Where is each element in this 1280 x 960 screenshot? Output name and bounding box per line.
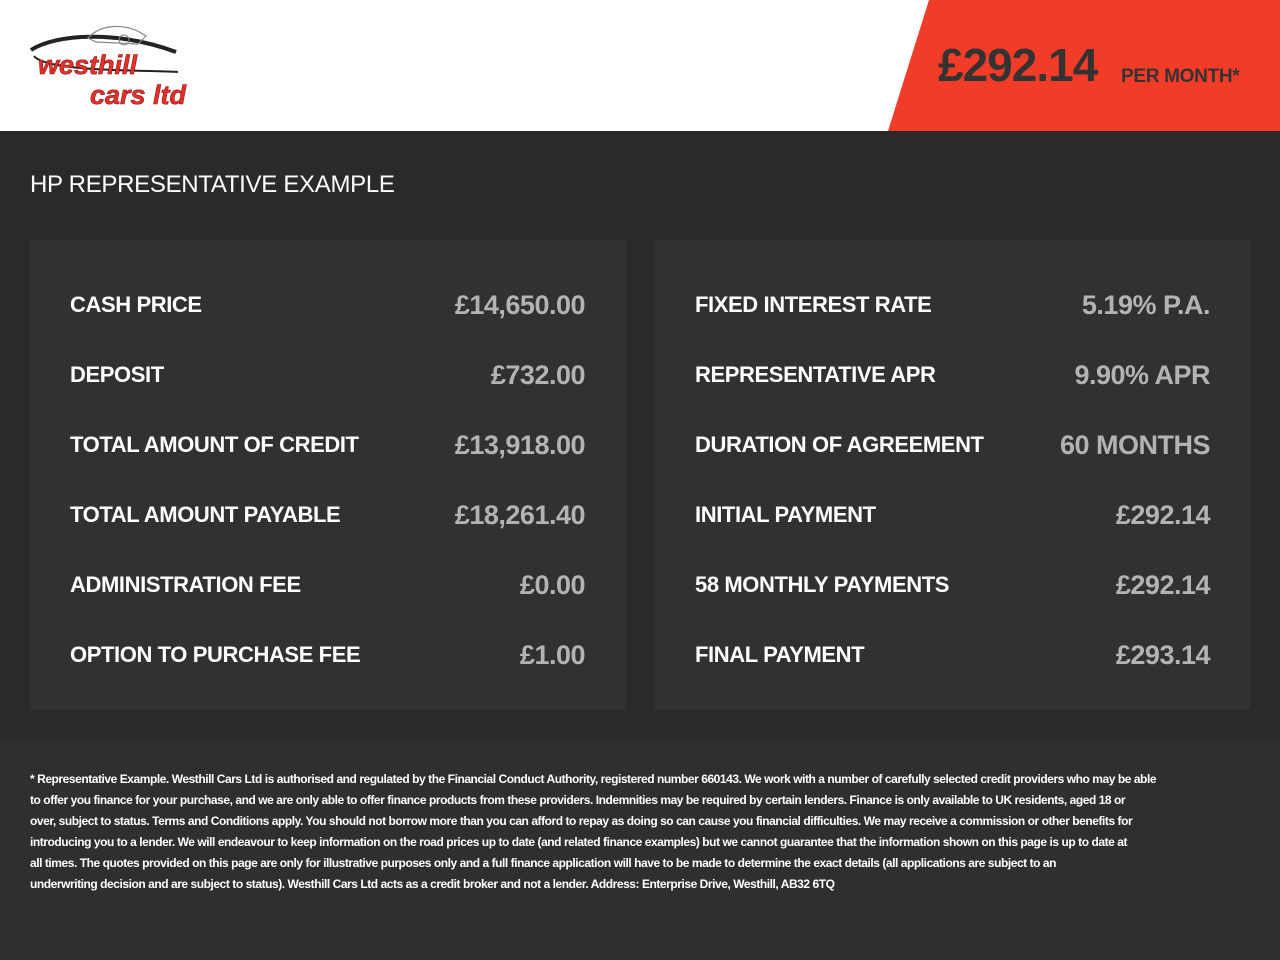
monthly-price: £292.14	[938, 39, 1098, 91]
row-label: TOTAL AMOUNT PAYABLE	[70, 502, 341, 527]
disclaimer: * Representative Example. Westhill Cars …	[0, 740, 1280, 960]
row-value: £18,261.40	[454, 499, 586, 530]
disclaimer-line: over, subject to status. Terms and Condi…	[30, 814, 1133, 828]
row-value: £293.14	[1115, 639, 1211, 670]
finance-row: FIXED INTEREST RATE 5.19% P.A.	[695, 285, 1211, 325]
row-label: FIXED INTEREST RATE	[695, 292, 932, 317]
row-value: £14,650.00	[454, 289, 586, 320]
finance-row: DURATION OF AGREEMENT 60 MONTHS	[695, 425, 1211, 465]
row-label: ADMINISTRATION FEE	[70, 572, 301, 597]
row-value: £292.14	[1115, 569, 1211, 600]
finance-row: REPRESENTATIVE APR 9.90% APR	[695, 355, 1210, 395]
finance-card-right: FIXED INTEREST RATE 5.19% P.A. REPRESENTA…	[655, 240, 1251, 710]
row-label: TOTAL AMOUNT OF CREDIT	[70, 432, 359, 457]
row-label: DEPOSIT	[70, 362, 164, 387]
disclaimer-line: underwriting decision and are subject to…	[30, 877, 835, 891]
row-label: REPRESENTATIVE APR	[695, 362, 936, 387]
finance-row: DEPOSIT £732.00	[70, 355, 586, 395]
price-banner	[888, 0, 1280, 131]
row-label: CASH PRICE	[70, 292, 202, 317]
finance-card-left: CASH PRICE £14,650.00 DEPOSIT £732.00 TOTA…	[30, 240, 626, 710]
row-value: £292.14	[1115, 499, 1211, 530]
row-value: 9.90% APR	[1074, 359, 1210, 390]
finance-row: TOTAL AMOUNT OF CREDIT £13,918.00	[70, 425, 586, 465]
finance-row: TOTAL AMOUNT PAYABLE £18,261.40	[70, 495, 586, 535]
header: westhill cars ltd £292.14 PER MONTH*	[0, 0, 1280, 131]
disclaimer-line: * Representative Example. Westhill Cars …	[30, 772, 1157, 786]
svg-text:westhill: westhill	[38, 50, 138, 80]
row-label: OPTION TO PURCHASE FEE	[70, 642, 361, 667]
finance-row: ADMINISTRATION FEE £0.00	[70, 565, 586, 605]
row-value: £13,918.00	[454, 429, 586, 460]
per-month-label: PER MONTH*	[1121, 66, 1240, 87]
disclaimer-line: to offer you finance for your purchase, …	[30, 793, 1126, 807]
section-title: HP REPRESENTATIVE EXAMPLE	[30, 171, 395, 198]
row-value: £1.00	[519, 639, 586, 670]
finance-row: OPTION TO PURCHASE FEE £1.00	[70, 635, 586, 675]
disclaimer-line: all times. The quotes provided on this p…	[30, 856, 1057, 870]
finance-row: 58 MONTHLY PAYMENTS £292.14	[695, 565, 1211, 605]
svg-text:cars ltd: cars ltd	[90, 80, 187, 110]
row-value: 60 MONTHS	[1059, 429, 1211, 460]
row-value: 5.19% P.A.	[1081, 289, 1211, 320]
row-label: INITIAL PAYMENT	[695, 502, 876, 527]
row-label: DURATION OF AGREEMENT	[695, 432, 984, 457]
finance-row: FINAL PAYMENT £293.14	[695, 635, 1211, 675]
finance-row: INITIAL PAYMENT £292.14	[695, 495, 1211, 535]
finance-row: CASH PRICE £14,650.00	[70, 285, 586, 325]
row-value: £732.00	[490, 359, 586, 390]
row-value: £0.00	[519, 569, 586, 600]
row-label: FINAL PAYMENT	[695, 642, 865, 667]
westhill-cars-logo[interactable]: westhill cars ltd	[26, 22, 216, 117]
row-label: 58 MONTHLY PAYMENTS	[695, 572, 950, 597]
disclaimer-line: introducing you to a lender. We will end…	[30, 835, 1127, 849]
